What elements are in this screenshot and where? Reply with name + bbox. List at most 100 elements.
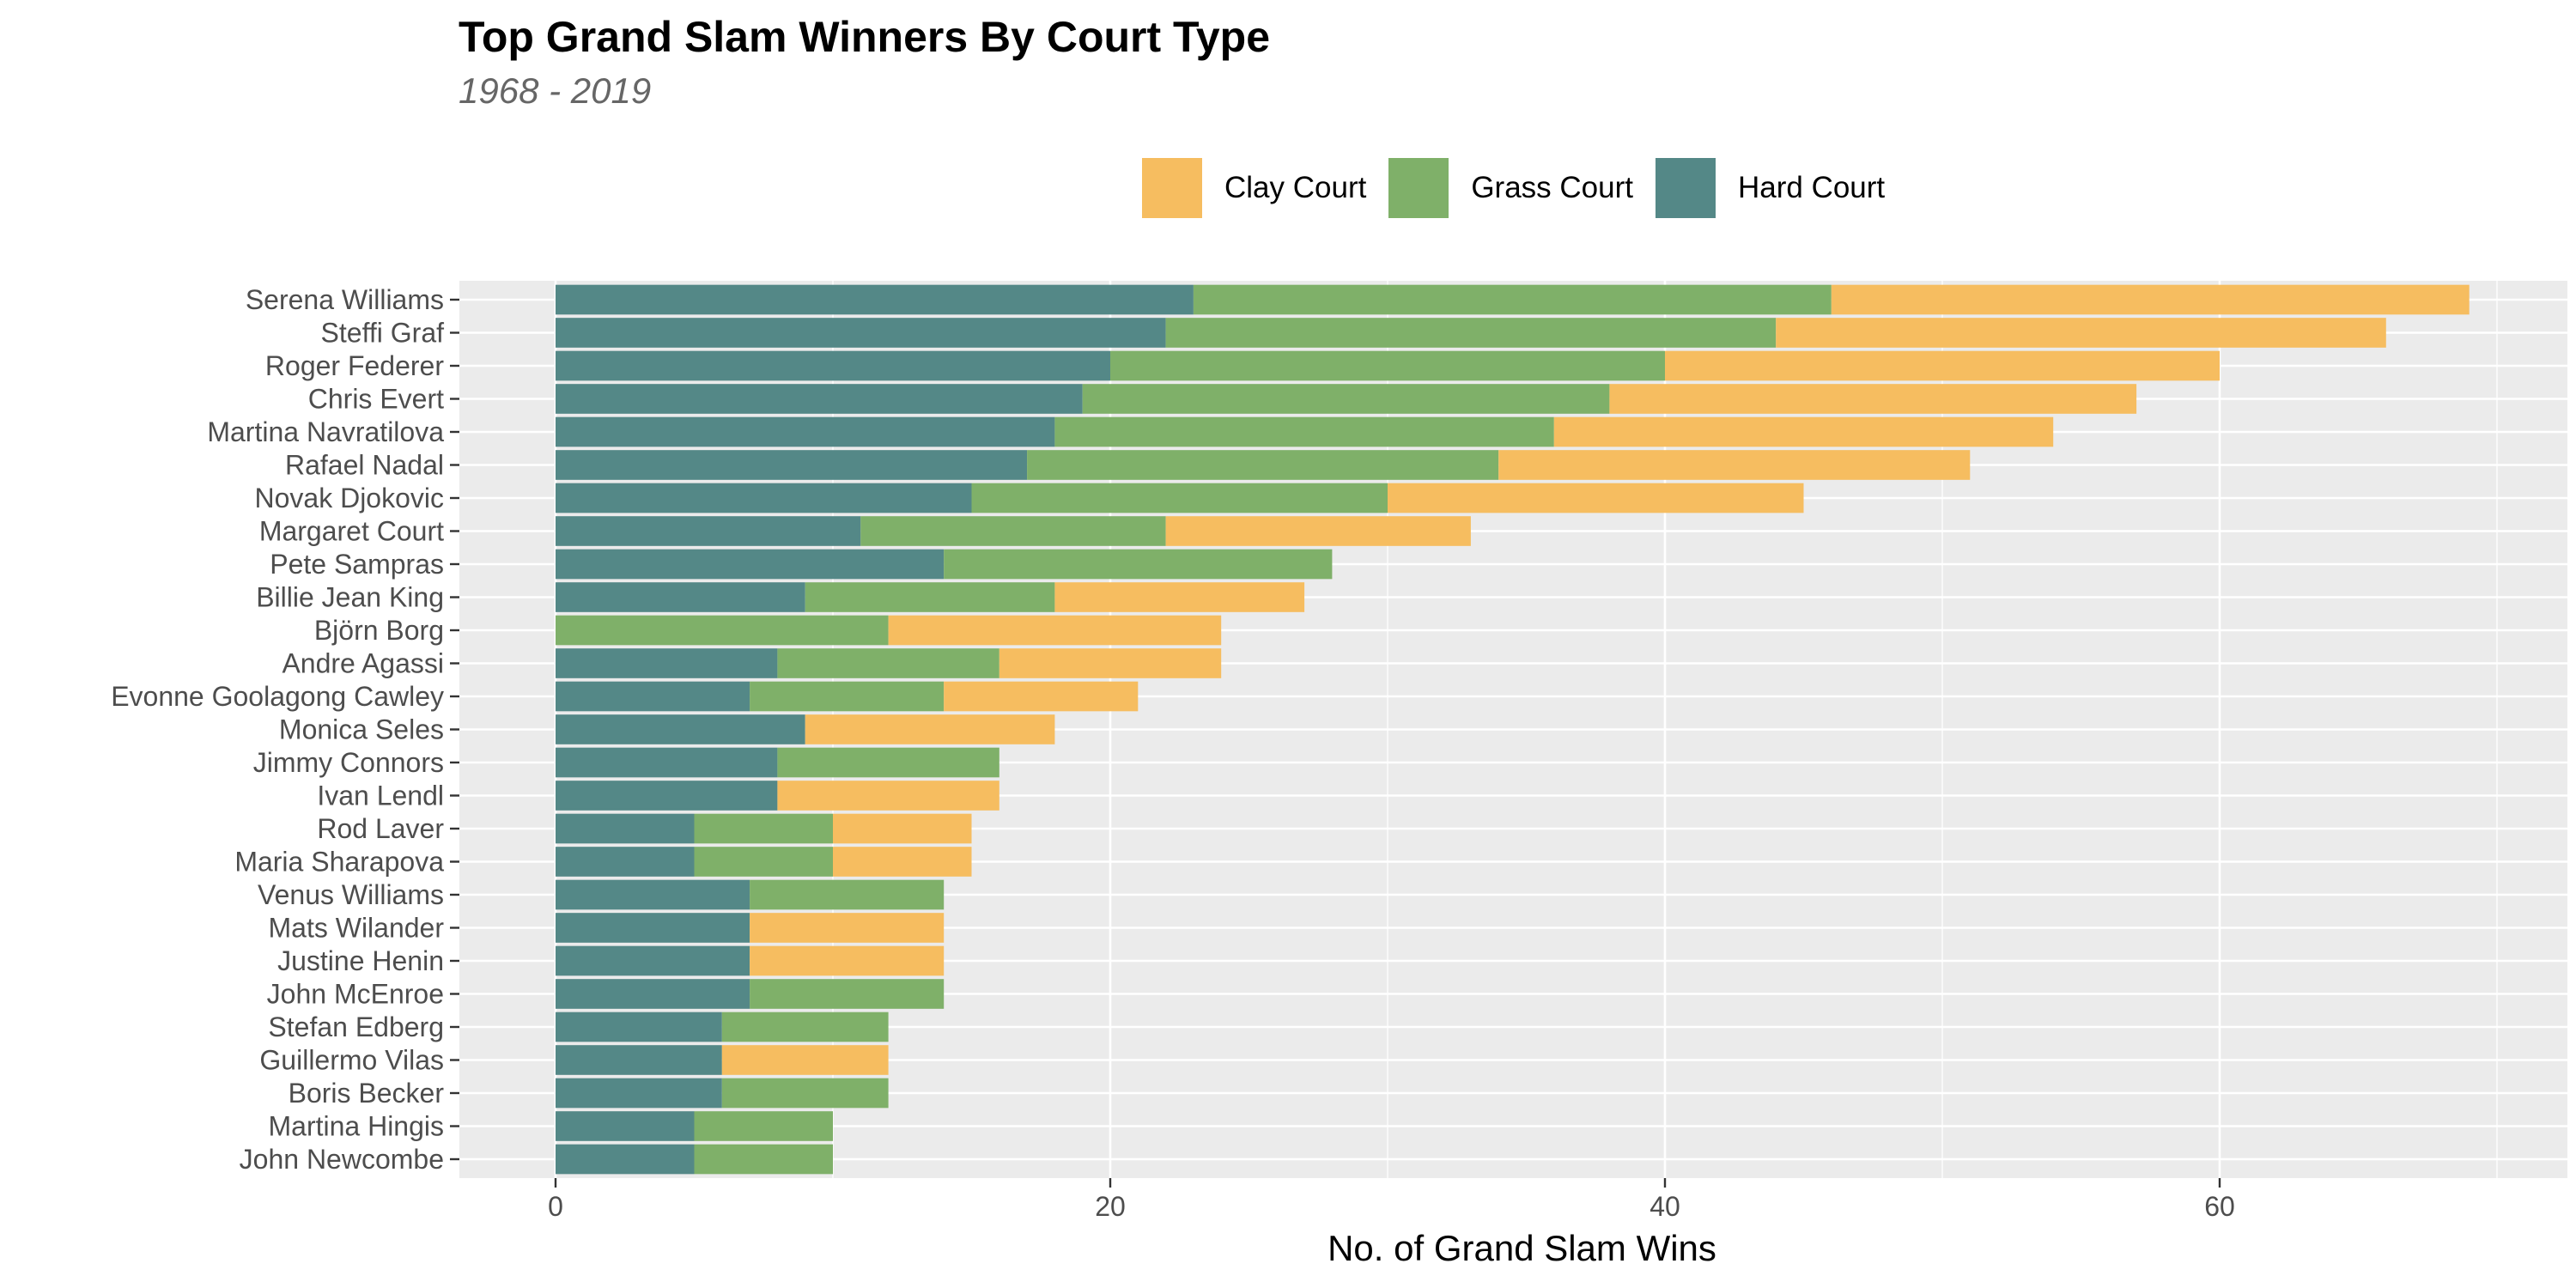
bar-hard-court-maria-sharapova (556, 847, 695, 877)
bar-clay-court-mats-wilander (750, 913, 945, 943)
bar-hard-court-guillermo-vilas (556, 1045, 722, 1075)
bar-grass-court-rafael-nadal (1027, 450, 1499, 480)
bar-hard-court-martina-navratilova (556, 416, 1055, 447)
bar-hard-court-justine-henin (556, 945, 750, 976)
y-tick-label-bjorn-borg: Björn Borg (314, 615, 444, 646)
y-tick-label-maria-sharapova: Maria Sharapova (234, 847, 444, 878)
bar-clay-court-andre-agassi (999, 648, 1222, 678)
y-tick-label-john-mcenroe: John McEnroe (267, 979, 444, 1010)
bar-clay-court-bjorn-borg (888, 615, 1222, 646)
bar-grass-court-martina-hingis (694, 1111, 833, 1141)
y-tick-label-serena-williams: Serena Williams (246, 284, 444, 315)
bar-grass-court-maria-sharapova (694, 847, 833, 877)
bar-hard-court-roger-federer (556, 350, 1110, 381)
bar-clay-court-maria-sharapova (833, 847, 972, 877)
bar-clay-court-ivan-lendl (777, 781, 999, 811)
y-tick-label-guillermo-vilas: Guillermo Vilas (259, 1045, 444, 1076)
bar-hard-court-john-mcenroe (556, 979, 750, 1009)
bar-grass-court-jimmy-connors (777, 747, 999, 778)
legend-swatch-clay-court (1142, 158, 1202, 218)
bar-hard-court-steffi-graf (556, 318, 1166, 348)
y-tick-label-novak-djokovic: Novak Djokovic (254, 483, 444, 513)
bar-grass-court-evonne-goolagong-cawley (750, 681, 945, 712)
y-tick-label-pete-sampras: Pete Sampras (270, 549, 444, 580)
y-tick-label-chris-evert: Chris Evert (308, 384, 444, 415)
bar-clay-court-chris-evert (1609, 384, 2137, 414)
bar-grass-court-john-mcenroe (750, 979, 945, 1009)
bar-clay-court-justine-henin (750, 945, 945, 976)
x-axis-title: No. of Grand Slam Wins (1327, 1228, 1716, 1268)
y-tick-label-margaret-court: Margaret Court (259, 516, 444, 547)
bar-clay-court-martina-navratilova (1553, 416, 2054, 447)
y-tick-label-monica-seles: Monica Seles (279, 714, 444, 745)
chart-subtitle: 1968 - 2019 (459, 70, 652, 111)
bar-grass-court-venus-williams (750, 879, 945, 910)
bar-grass-court-pete-sampras (944, 549, 1333, 580)
bar-clay-court-serena-williams (1831, 284, 2470, 315)
bar-grass-court-stefan-edberg (721, 1012, 889, 1042)
bar-hard-court-venus-williams (556, 879, 750, 910)
bar-grass-court-rod-laver (694, 813, 833, 844)
y-tick-label-evonne-goolagong-cawley: Evonne Goolagong Cawley (111, 681, 444, 712)
bar-hard-court-ivan-lendl (556, 781, 778, 811)
bar-clay-court-rafael-nadal (1498, 450, 1971, 480)
legend-swatch-hard-court (1655, 158, 1716, 218)
y-tick-label-justine-henin: Justine Henin (277, 945, 444, 976)
legend-label-clay-court: Clay Court (1224, 171, 1367, 204)
y-tick-label-mats-wilander: Mats Wilander (269, 913, 445, 944)
legend-item-hard-court: Hard Court (1655, 158, 1886, 218)
bar-hard-court-stefan-edberg (556, 1012, 722, 1042)
bar-grass-court-serena-williams (1193, 284, 1832, 315)
legend-label-hard-court: Hard Court (1737, 171, 1886, 204)
bar-grass-court-novak-djokovic (971, 483, 1388, 513)
bar-clay-court-guillermo-vilas (721, 1045, 889, 1075)
x-tick-label-60: 60 (2204, 1191, 2235, 1222)
bar-hard-court-rod-laver (556, 813, 695, 844)
bar-clay-court-billie-jean-king (1054, 582, 1305, 612)
y-tick-label-martina-navratilova: Martina Navratilova (207, 416, 444, 447)
bar-hard-court-evonne-goolagong-cawley (556, 681, 750, 712)
bar-grass-court-chris-evert (1082, 384, 1610, 414)
bar-hard-court-billie-jean-king (556, 582, 805, 612)
legend-label-grass-court: Grass Court (1471, 171, 1633, 204)
y-tick-label-ivan-lendl: Ivan Lendl (317, 781, 444, 811)
y-tick-label-boris-becker: Boris Becker (289, 1078, 445, 1109)
bar-hard-court-margaret-court (556, 516, 861, 546)
bar-grass-court-john-newcombe (694, 1144, 833, 1175)
bar-grass-court-steffi-graf (1165, 318, 1777, 348)
bar-clay-court-rod-laver (833, 813, 972, 844)
bar-hard-court-pete-sampras (556, 549, 945, 580)
bar-hard-court-chris-evert (556, 384, 1083, 414)
y-tick-label-jimmy-connors: Jimmy Connors (253, 747, 444, 778)
y-tick-label-roger-federer: Roger Federer (265, 350, 444, 381)
y-tick-label-billie-jean-king: Billie Jean King (256, 582, 444, 613)
legend-item-clay-court: Clay Court (1142, 158, 1366, 218)
bar-clay-court-evonne-goolagong-cawley (944, 681, 1139, 712)
y-tick-label-john-newcombe: John Newcombe (240, 1144, 444, 1175)
y-tick-label-stefan-edberg: Stefan Edberg (268, 1012, 444, 1042)
bar-grass-court-billie-jean-king (805, 582, 1055, 612)
y-tick-label-rafael-nadal: Rafael Nadal (285, 450, 444, 481)
x-tick-label-20: 20 (1095, 1191, 1126, 1222)
bar-hard-court-boris-becker (556, 1078, 722, 1109)
bar-hard-court-jimmy-connors (556, 747, 778, 778)
bar-clay-court-margaret-court (1165, 516, 1471, 546)
bar-hard-court-andre-agassi (556, 648, 778, 678)
bar-grass-court-boris-becker (721, 1078, 889, 1109)
bar-hard-court-mats-wilander (556, 913, 750, 943)
x-tick-label-0: 0 (548, 1191, 563, 1222)
y-tick-label-martina-hingis: Martina Hingis (268, 1111, 444, 1142)
x-tick-label-40: 40 (1649, 1191, 1680, 1222)
bar-clay-court-steffi-graf (1776, 318, 2386, 348)
bar-hard-court-rafael-nadal (556, 450, 1028, 480)
legend-swatch-grass-court (1388, 158, 1449, 218)
bar-grass-court-andre-agassi (777, 648, 999, 678)
bar-hard-court-martina-hingis (556, 1111, 695, 1141)
chart-title: Top Grand Slam Winners By Court Type (459, 13, 1271, 61)
bar-grass-court-martina-navratilova (1054, 416, 1554, 447)
bar-hard-court-serena-williams (556, 284, 1194, 315)
bar-grass-court-roger-federer (1110, 350, 1665, 381)
